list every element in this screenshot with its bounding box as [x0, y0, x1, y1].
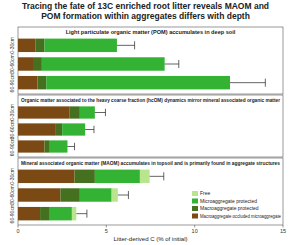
- error-bar: [76, 210, 87, 218]
- bar-segment: [42, 57, 165, 70]
- bar-segment: [40, 207, 50, 220]
- bar-segment: [46, 76, 230, 89]
- legend-label: Free: [200, 190, 211, 196]
- error-line: [150, 176, 164, 177]
- panel-title: Light particulate organic matter (POM) a…: [66, 29, 236, 35]
- error-line: [95, 112, 106, 113]
- bar-segment: [112, 188, 118, 201]
- error-bar: [118, 191, 129, 199]
- error-bar: [85, 126, 94, 133]
- y-tick-label: 0-30cm: [9, 37, 15, 54]
- bar-segment: [18, 57, 33, 70]
- error-bar: [95, 109, 106, 116]
- x-tick-label: 10: [192, 228, 198, 234]
- legend-swatch: [192, 191, 198, 196]
- error-bar: [230, 79, 265, 87]
- bar-segment: [140, 170, 150, 183]
- y-tick-label: 60-90cm: [9, 73, 15, 92]
- bar-segment: [95, 170, 140, 183]
- plot-frame: [18, 95, 283, 157]
- bar-segment: [18, 76, 37, 89]
- panel: Organic matter associated to the heavy c…: [9, 95, 283, 157]
- error-line: [230, 82, 265, 83]
- error-bar: [67, 143, 74, 150]
- marks: [18, 106, 105, 152]
- y-tick-label: 60-90cm: [9, 204, 15, 223]
- bar-segment: [75, 170, 95, 183]
- error-line: [76, 213, 87, 214]
- bar-segment: [50, 207, 72, 220]
- error-line: [85, 129, 94, 130]
- bar-segment: [18, 39, 36, 52]
- error-line: [165, 64, 179, 65]
- title: Tracing the fate of 13C enriched root li…: [22, 1, 269, 21]
- bar-segment: [18, 170, 75, 183]
- error-bar: [117, 41, 135, 49]
- legend-swatch: [192, 214, 198, 219]
- bar-segment: [18, 106, 69, 118]
- y-tick-label: 30-60cm: [9, 120, 15, 139]
- marks: [18, 170, 164, 221]
- y-tick-label: 0-30cm: [9, 168, 15, 185]
- bar-segment: [18, 123, 55, 135]
- figure: Tracing the fate of 13C enriched root li…: [0, 0, 291, 245]
- bar-segment: [37, 76, 46, 89]
- error-cap: [74, 143, 75, 150]
- bar-segment: [18, 207, 40, 220]
- panel: Mineral associated organic matter (MAOM)…: [9, 158, 286, 242]
- plot-frame: [18, 27, 283, 94]
- legend-swatch: [192, 206, 198, 211]
- y-tick-label: 30-60cm: [9, 185, 15, 204]
- legend-swatch: [192, 199, 198, 204]
- bar-segment: [33, 57, 42, 70]
- y-tick-label: 60-90cm: [9, 137, 15, 156]
- error-line: [117, 45, 135, 46]
- error-cap: [86, 210, 87, 218]
- bar-segment: [80, 106, 95, 118]
- panel: Tracing the fate of 13C enriched root li…: [9, 1, 283, 94]
- panel-title: Mineral associated organic matter (MAOM)…: [21, 160, 280, 166]
- marks: [18, 39, 265, 90]
- error-cap: [134, 41, 135, 49]
- y-tick-label: 0-30cm: [9, 104, 15, 121]
- bar-segment: [72, 207, 76, 220]
- plot-frame: [18, 158, 283, 225]
- error-line: [67, 146, 74, 147]
- x-tick-label: 0: [16, 228, 19, 234]
- error-cap: [93, 126, 94, 133]
- error-bar: [150, 172, 164, 180]
- error-bar: [165, 60, 179, 68]
- bar-segment: [36, 39, 45, 52]
- panel-title: Organic matter associated to the heavy c…: [21, 97, 281, 103]
- bar-segment: [62, 123, 85, 135]
- legend: FreeMicroaggregate protectedMacroaggrega…: [192, 190, 281, 219]
- y-tick-label: 30-60cm: [9, 54, 15, 73]
- bar-segment: [69, 106, 80, 118]
- legend-label: Macroaggregate protected: [200, 205, 259, 211]
- error-cap: [128, 191, 129, 199]
- legend-label: Microaggregate protected: [200, 198, 257, 204]
- x-tick-label: 15: [280, 228, 286, 234]
- bar-segment: [80, 188, 112, 201]
- bar-segment: [55, 123, 62, 135]
- error-line: [118, 195, 129, 196]
- error-cap: [178, 60, 179, 68]
- x-axis-label: Litter-derived C (% of initial): [113, 236, 187, 242]
- bar-segment: [45, 39, 117, 52]
- legend-label: Macroaggregate occluded microaggregate: [200, 213, 281, 219]
- error-cap: [163, 172, 164, 180]
- bar-segment: [18, 140, 45, 152]
- error-cap: [265, 79, 266, 87]
- x-tick-label: 5: [105, 228, 108, 234]
- bar-segment: [18, 188, 60, 201]
- bar-segment: [50, 140, 68, 152]
- error-cap: [105, 109, 106, 116]
- bar-segment: [60, 188, 79, 201]
- bar-segment: [45, 140, 50, 152]
